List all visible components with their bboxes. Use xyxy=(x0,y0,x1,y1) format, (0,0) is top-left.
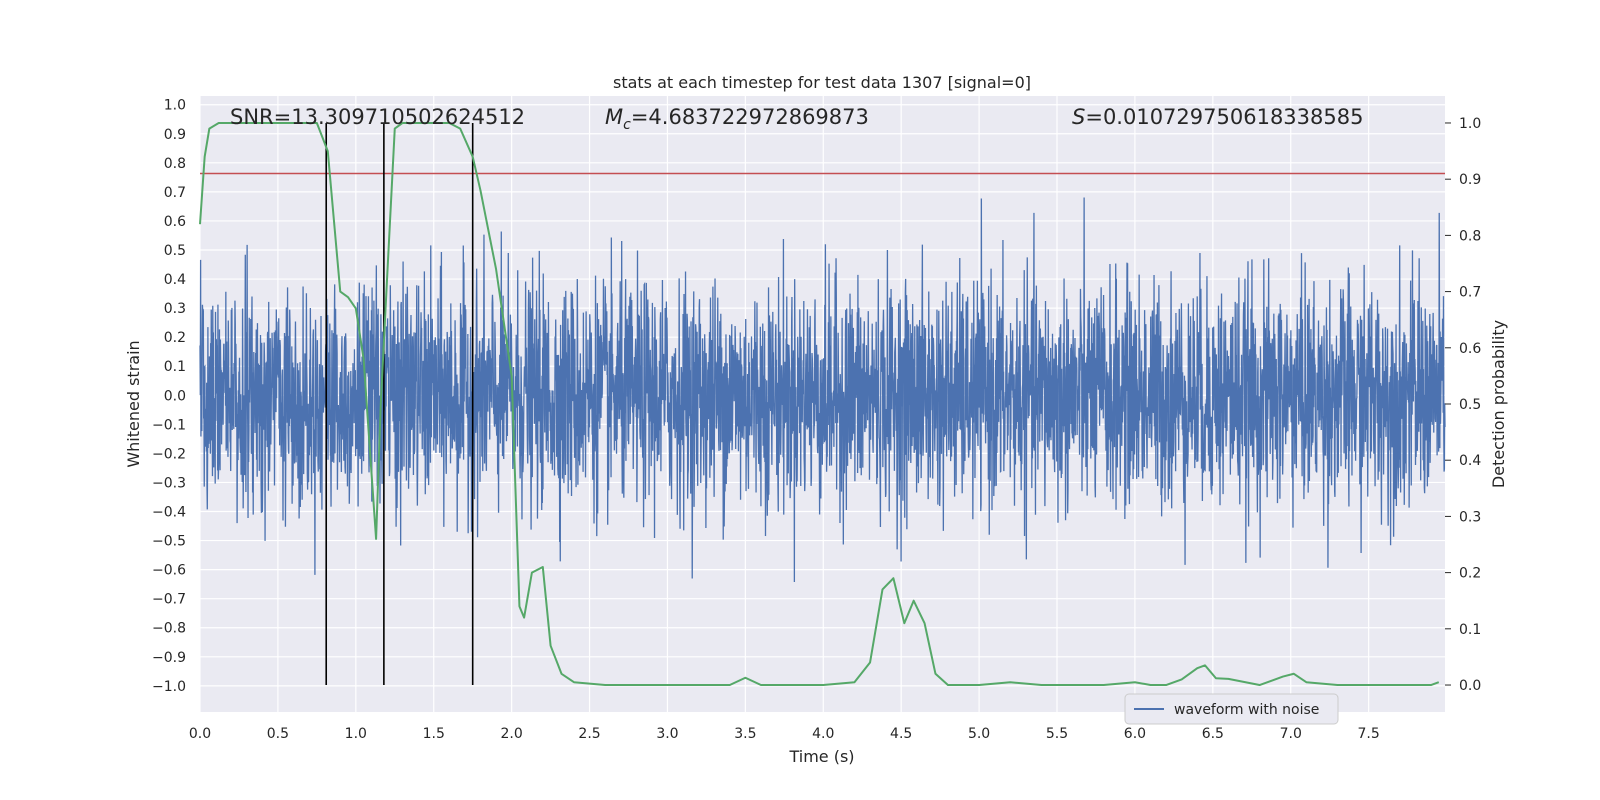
chirp-mass-symbol: M xyxy=(605,105,623,129)
x-tick-label-1: 0.5 xyxy=(267,726,289,742)
y2-tick-label-0: 1.0 xyxy=(1459,116,1481,132)
y2-tick-label-7: 0.3 xyxy=(1459,509,1481,525)
y-tick-label-7: 0.3 xyxy=(164,301,186,317)
x-tick-label-10: 5.0 xyxy=(968,726,990,742)
chirp-mass-subscript: c xyxy=(623,117,631,133)
y2-tick-label-10: 0.0 xyxy=(1459,678,1481,694)
y2-tick-label-6: 0.4 xyxy=(1459,453,1481,469)
y-tick-label-19: −0.9 xyxy=(152,650,186,666)
x-tick-label-4: 2.0 xyxy=(501,726,523,742)
y-tick-label-15: −0.5 xyxy=(152,534,186,550)
y2-tick-label-1: 0.9 xyxy=(1459,172,1481,188)
chirp-mass-annotation: Mc=4.683722972869873 xyxy=(605,105,869,133)
y2-tick-label-5: 0.5 xyxy=(1459,397,1481,413)
s-symbol: S xyxy=(1072,105,1085,129)
y-tick-label-18: −0.8 xyxy=(152,621,186,637)
y-tick-label-16: −0.6 xyxy=(152,563,186,579)
y-tick-label-5: 0.5 xyxy=(164,243,186,259)
x-tick-label-15: 7.5 xyxy=(1358,726,1380,742)
probability-series xyxy=(199,121,1440,687)
y-axis-label: Whitened strain xyxy=(124,340,143,467)
waveform-line xyxy=(199,197,1446,583)
x-tick-label-2: 1.0 xyxy=(345,726,367,742)
y-tick-label-8: 0.2 xyxy=(164,330,186,346)
x-tick-label-9: 4.5 xyxy=(890,726,912,742)
y2-tick-label-2: 0.8 xyxy=(1459,228,1481,244)
chirp-mass-value: =4.683722972869873 xyxy=(631,105,869,129)
legend: waveform with noise xyxy=(1124,693,1339,725)
y2-axis-ticks: 1.0 0.9 0.8 0.7 0.6 0.5 0.4 0.3 0.2 0.1 0.0 xyxy=(1445,116,1481,694)
y-tick-label-6: 0.4 xyxy=(164,272,186,288)
y2-tick-label-9: 0.1 xyxy=(1459,622,1481,638)
y-axis-ticks: 1.0 0.9 0.8 0.7 0.6 0.5 0.4 0.3 0.2 0.1 0.0 −0.1 −0.… xyxy=(152,98,186,695)
y2-tick-label-3: 0.7 xyxy=(1459,285,1481,301)
waveform-series xyxy=(199,197,1446,583)
x-tick-label-8: 4.0 xyxy=(812,726,834,742)
y-tick-label-3: 0.7 xyxy=(164,185,186,201)
x-tick-label-13: 6.5 xyxy=(1202,726,1224,742)
legend-label: waveform with noise xyxy=(1174,702,1319,718)
y-tick-label-14: −0.4 xyxy=(152,505,186,521)
chart-title: stats at each timestep for test data 130… xyxy=(613,73,1031,92)
y2-tick-label-4: 0.6 xyxy=(1459,341,1481,357)
y-tick-label-9: 0.1 xyxy=(164,359,186,375)
probability-line xyxy=(199,121,1440,687)
snr-annotation: SNR=13.309710502624512 xyxy=(230,105,525,129)
y-tick-label-10: 0.0 xyxy=(164,388,186,404)
x-tick-label-3: 1.5 xyxy=(423,726,445,742)
y-tick-label-11: −0.1 xyxy=(152,417,186,433)
x-tick-label-6: 3.0 xyxy=(656,726,678,742)
y-tick-label-0: 1.0 xyxy=(164,98,186,114)
x-tick-label-14: 7.0 xyxy=(1280,726,1302,742)
x-tick-label-12: 6.0 xyxy=(1124,726,1146,742)
y-tick-label-1: 0.9 xyxy=(164,127,186,143)
x-tick-label-5: 2.5 xyxy=(578,726,600,742)
y2-axis-label: Detection probability xyxy=(1489,320,1508,488)
y-tick-label-4: 0.6 xyxy=(164,214,186,230)
s-annotation: S=0.010729750618338585 xyxy=(1072,105,1363,129)
x-tick-label-11: 5.5 xyxy=(1046,726,1068,742)
x-axis-ticks: 0.0 0.5 1.0 1.5 2.0 2.5 3.0 3.5 4.0 4.5 5.0 5.5 6.0 6… xyxy=(189,726,1380,742)
x-tick-label-0: 0.0 xyxy=(189,726,211,742)
y2-tick-label-8: 0.2 xyxy=(1459,566,1481,582)
y-tick-label-12: −0.2 xyxy=(152,446,186,462)
s-value: =0.010729750618338585 xyxy=(1085,105,1363,129)
y-tick-label-17: −0.7 xyxy=(152,592,186,608)
legend-box xyxy=(1124,693,1339,725)
y-tick-label-20: −1.0 xyxy=(152,679,186,695)
y-tick-label-2: 0.8 xyxy=(164,156,186,172)
y-tick-label-13: −0.3 xyxy=(152,475,186,491)
x-axis-label: Time (s) xyxy=(788,747,854,766)
marker-lines xyxy=(325,122,474,686)
x-tick-label-7: 3.5 xyxy=(734,726,756,742)
